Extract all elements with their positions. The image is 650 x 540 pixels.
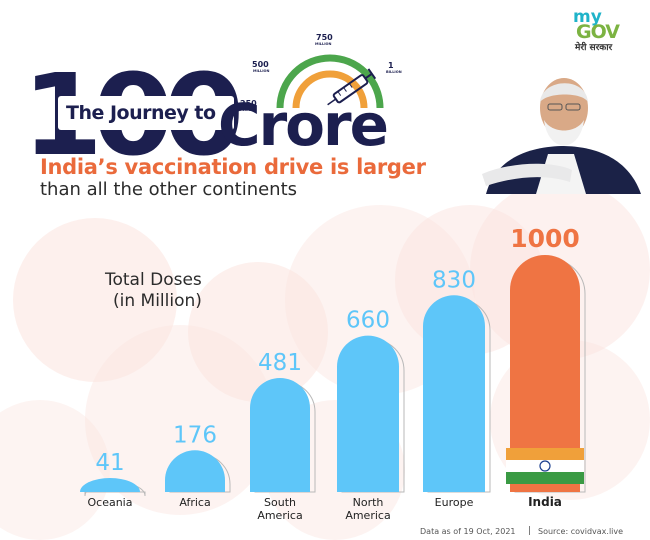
mygov-logo-gov: GOV bbox=[576, 21, 620, 43]
bar-europe bbox=[423, 295, 485, 492]
gauge-label-750: 750 bbox=[316, 33, 333, 42]
flag-white bbox=[506, 460, 584, 472]
value-label: 830 bbox=[432, 267, 476, 293]
gauge-arc bbox=[276, 54, 384, 109]
gauge-label-250: 250 bbox=[240, 99, 257, 108]
chart-title-line-2: (in Million) bbox=[113, 291, 202, 311]
syringe-icon bbox=[327, 68, 377, 106]
category-label: North bbox=[353, 496, 384, 509]
category-label: Africa bbox=[179, 496, 210, 509]
value-label: 660 bbox=[346, 308, 390, 334]
chart-title-line-1: Total Doses bbox=[105, 270, 202, 290]
journey-text: The Journey to bbox=[66, 102, 216, 124]
category-label: America bbox=[345, 509, 390, 522]
source-note: Source: covidvax.live bbox=[538, 527, 624, 536]
category-label: South bbox=[264, 496, 296, 509]
footer-separator: | bbox=[528, 526, 532, 536]
mygov-logo-tagline: मेरी सरकार bbox=[575, 43, 613, 53]
bar-india bbox=[510, 255, 580, 492]
category-label: Oceania bbox=[88, 496, 133, 509]
category-label: India bbox=[528, 495, 562, 509]
gauge-label-1: 1 bbox=[388, 61, 394, 70]
value-label: 481 bbox=[258, 350, 302, 376]
gauge-unit-500: MILLION bbox=[253, 69, 270, 73]
gauge-unit-250: MILLION bbox=[238, 108, 255, 112]
gauge-label-500: 500 bbox=[252, 60, 269, 69]
gauge-unit-750: MILLION bbox=[315, 42, 332, 46]
flag-saffron bbox=[506, 448, 584, 460]
bar-africa bbox=[165, 450, 226, 492]
value-label: 176 bbox=[173, 422, 217, 448]
value-label: 1000 bbox=[510, 224, 580, 253]
portrait-image bbox=[482, 78, 641, 194]
subtitle-line-2: than all the other continents bbox=[40, 179, 298, 200]
bar-north-america bbox=[337, 335, 399, 492]
bar-south-america bbox=[250, 378, 310, 492]
mygov-logo-my: my bbox=[573, 7, 602, 27]
value-label: 41 bbox=[95, 450, 124, 476]
journey-band bbox=[58, 96, 234, 130]
gauge-unit-1: BILLION bbox=[386, 70, 402, 74]
category-label: Europe bbox=[435, 496, 474, 509]
subtitle-line-1: India’s vaccination drive is larger bbox=[40, 155, 426, 179]
category-label: America bbox=[257, 509, 302, 522]
bar-oceania bbox=[80, 478, 140, 492]
ashoka-chakra-icon bbox=[539, 460, 551, 472]
data-date-note: Data as of 19 Oct, 2021 bbox=[420, 527, 516, 536]
flag-green bbox=[506, 472, 584, 484]
